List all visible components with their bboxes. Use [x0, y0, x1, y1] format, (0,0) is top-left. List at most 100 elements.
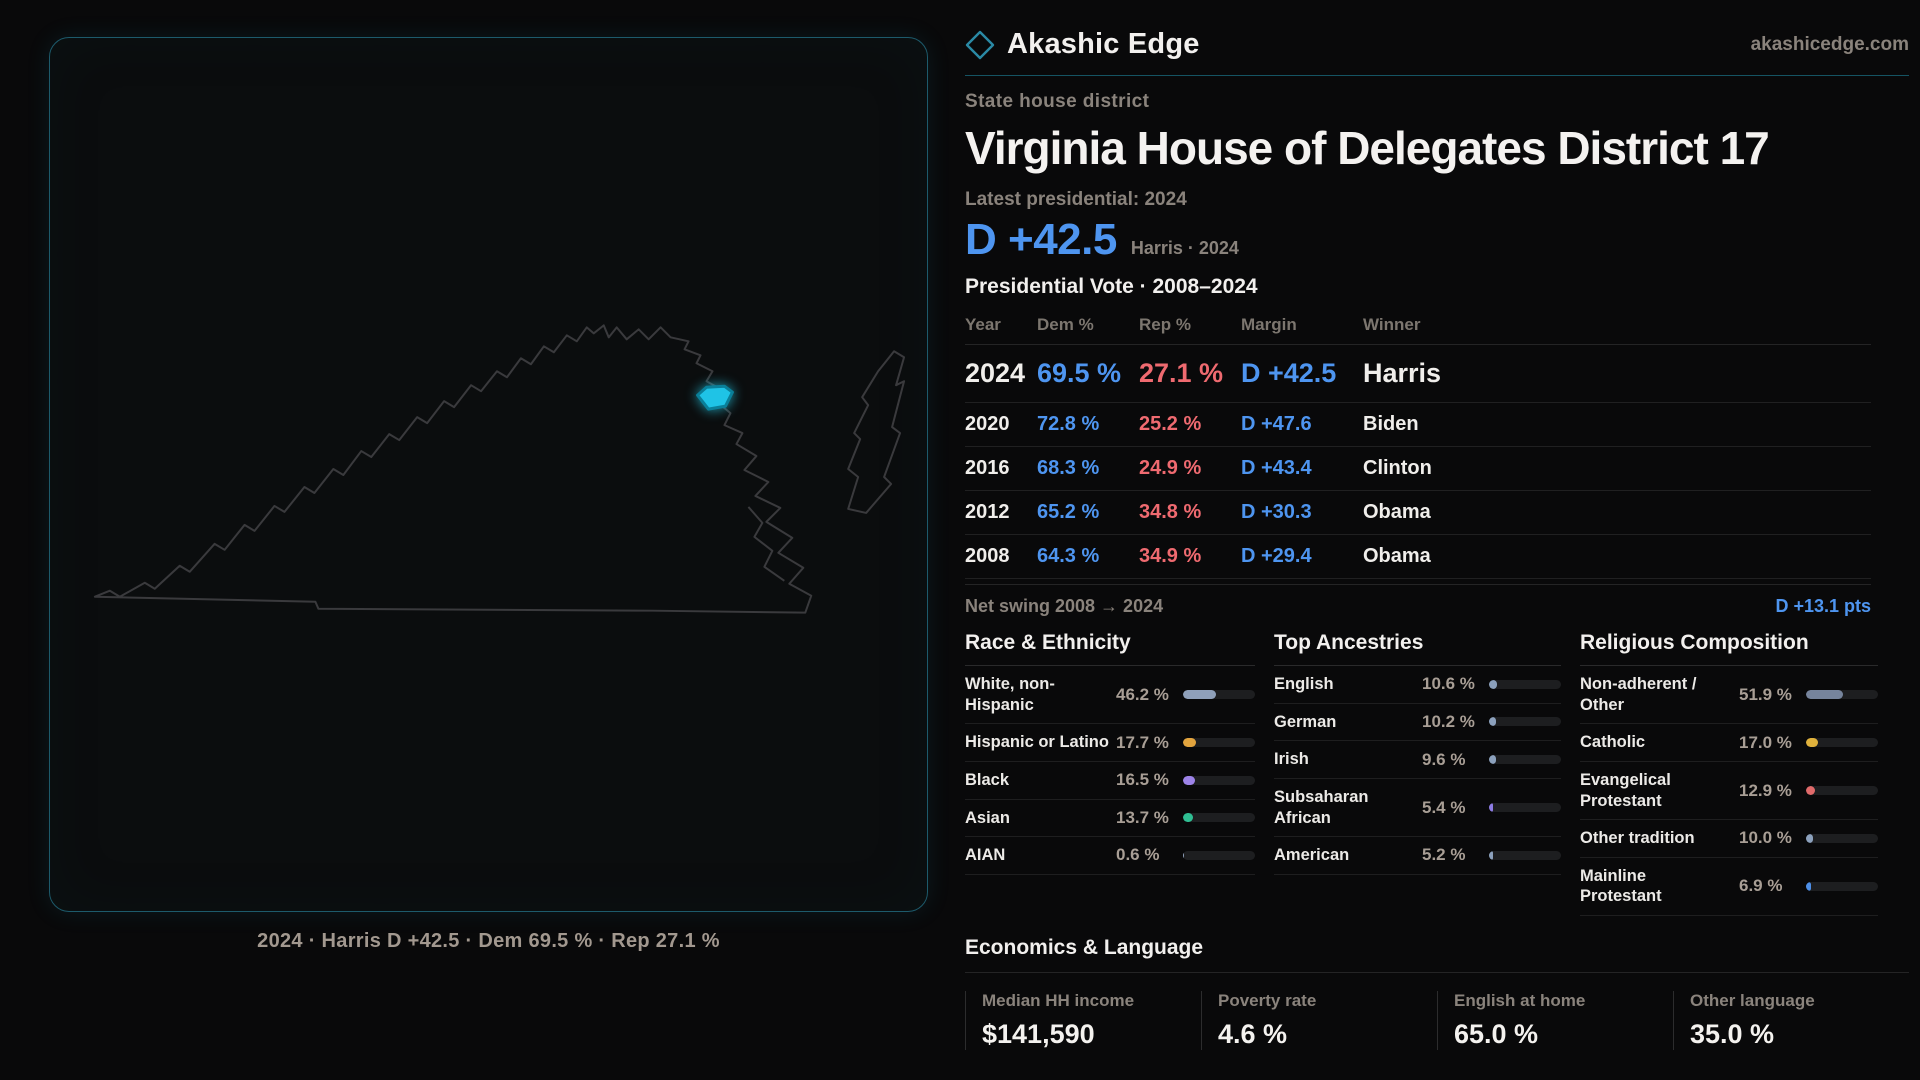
demo-row: Black 16.5 %: [965, 762, 1255, 800]
demo-value: 10.2 %: [1422, 711, 1475, 731]
col-margin: Margin: [1241, 315, 1297, 334]
demo-label: Black: [965, 770, 1010, 789]
headline-margin-value: D +42.5: [965, 215, 1117, 264]
demo-label: Evangelical Protestant: [1580, 770, 1671, 810]
demo-value: 46.2 %: [1116, 684, 1169, 704]
demo-value: 9.6 %: [1422, 749, 1466, 769]
net-swing-label: Net swing 2008 → 2024: [965, 596, 1164, 616]
bar-fill: [1806, 833, 1814, 843]
vote-row: 2016 68.3 % 24.9 % D +43.4 Clinton: [965, 447, 1871, 491]
bar-fill: [1489, 717, 1497, 727]
bar-track: [1489, 850, 1561, 860]
section-title: Race & Ethnicity: [965, 631, 1255, 666]
bar-fill: [1183, 813, 1193, 823]
cell-year: 2024: [965, 358, 1026, 388]
section-religion: Religious Composition Non-adherent / Oth…: [1580, 631, 1878, 916]
cell-rep: 34.9 %: [1139, 545, 1202, 567]
bar-fill: [1806, 881, 1811, 891]
bar-fill: [1183, 775, 1195, 785]
cell-margin: D +42.5: [1241, 358, 1337, 388]
demo-value: 13.7 %: [1116, 807, 1169, 827]
bar-track: [1806, 786, 1878, 795]
demo-value: 16.5 %: [1116, 770, 1169, 790]
cell-winner: Obama: [1363, 501, 1431, 523]
net-swing-row: Net swing 2008 → 2024 D +13.1 pts: [965, 584, 1871, 617]
cell-margin: D +29.4: [1241, 545, 1312, 567]
demographics-sections: Race & Ethnicity White, non-Hispanic 46.…: [965, 631, 1878, 916]
stat-value: $141,590: [982, 1019, 1095, 1049]
cell-year: 2016: [965, 457, 1010, 479]
cell-rep: 34.8 %: [1139, 501, 1202, 523]
demo-value: 0.6 %: [1116, 845, 1160, 865]
stat-label: Poverty rate: [1218, 991, 1317, 1010]
demo-label: Asian: [965, 808, 1010, 827]
stat-value: 65.0 %: [1454, 1019, 1539, 1049]
cell-winner: Obama: [1363, 545, 1431, 567]
net-swing-value: D +13.1 pts: [1775, 596, 1871, 616]
stat-english-at-home: English at home 65.0 %: [1437, 991, 1673, 1050]
demo-label: English: [1274, 675, 1334, 693]
vote-row: 2020 72.8 % 25.2 % D +47.6 Biden: [965, 403, 1871, 447]
cell-margin: D +43.4: [1241, 457, 1312, 479]
diamond-logo-icon: [965, 30, 995, 59]
brand-site-link[interactable]: akashicedge.com: [1750, 33, 1909, 55]
demo-row: Non-adherent / Other 51.9 %: [1580, 666, 1878, 725]
vote-table: Year Dem % Rep % Margin Winner 2024 69.5…: [965, 307, 1871, 579]
bar-track: [1489, 679, 1561, 689]
bar-track: [1489, 755, 1561, 765]
economics-title: Economics & Language: [965, 936, 1909, 973]
section-title: Religious Composition: [1580, 631, 1878, 666]
demo-row: Catholic 17.0 %: [1580, 724, 1878, 762]
stat-other-language: Other language 35.0 %: [1673, 991, 1909, 1050]
demo-label: German: [1274, 712, 1337, 731]
vote-row: 2024 69.5 % 27.1 % D +42.5 Harris: [965, 345, 1871, 403]
cell-dem: 72.8 %: [1037, 413, 1100, 435]
vote-table-header: Year Dem % Rep % Margin Winner: [965, 307, 1871, 345]
bar-track: [1806, 738, 1878, 748]
stat-value: 4.6 %: [1218, 1019, 1288, 1049]
eastern-shore-outline: [847, 350, 906, 514]
vote-row: 2008 64.3 % 34.9 % D +29.4 Obama: [965, 535, 1871, 579]
demo-row: White, non-Hispanic 46.2 %: [965, 666, 1255, 725]
demo-label: Subsaharan African: [1274, 787, 1369, 827]
bar-track: [1183, 775, 1255, 785]
demo-row: Mainline Protestant 6.9 %: [1580, 858, 1878, 916]
bar-track: [1183, 850, 1255, 860]
col-dem: Dem %: [1037, 315, 1094, 334]
district-17-highlight: [696, 384, 734, 411]
bar-fill: [1183, 690, 1217, 700]
virginia-outline: [93, 324, 813, 614]
demo-value: 6.9 %: [1739, 876, 1783, 896]
bar-fill: [1806, 690, 1844, 700]
col-rep: Rep %: [1139, 315, 1191, 334]
bar-track: [1489, 717, 1561, 727]
cell-winner: Biden: [1363, 413, 1419, 435]
kicker-label: State house district: [965, 91, 1150, 112]
cell-winner: Clinton: [1363, 457, 1432, 479]
cell-dem: 65.2 %: [1037, 501, 1100, 523]
bar-fill: [1489, 803, 1493, 812]
demo-value: 10.6 %: [1422, 674, 1475, 694]
cell-dem: 69.5 %: [1037, 358, 1122, 388]
bar-fill: [1183, 738, 1196, 748]
stat-label: Median HH income: [982, 991, 1135, 1010]
demo-value: 5.2 %: [1422, 845, 1466, 865]
vote-row: 2012 65.2 % 34.8 % D +30.3 Obama: [965, 491, 1871, 535]
cell-margin: D +30.3: [1241, 501, 1312, 523]
col-year: Year: [965, 315, 1001, 334]
demo-value: 17.7 %: [1116, 732, 1169, 752]
cell-dem: 64.3 %: [1037, 545, 1100, 567]
bar-track: [1183, 690, 1255, 700]
demo-label: Catholic: [1580, 733, 1646, 752]
stat-label: English at home: [1454, 991, 1586, 1010]
bar-track: [1806, 833, 1878, 843]
demo-row: Other tradition 10.0 %: [1580, 820, 1878, 858]
cell-dem: 68.3 %: [1037, 457, 1100, 479]
vote-table-title: Presidential Vote · 2008–2024: [965, 275, 1258, 298]
demo-row: Evangelical Protestant 12.9 %: [1580, 762, 1878, 821]
demo-value: 10.0 %: [1739, 828, 1792, 848]
demo-label: Other tradition: [1580, 829, 1695, 848]
demo-value: 5.4 %: [1422, 797, 1466, 817]
demo-row: English 10.6 %: [1274, 666, 1561, 704]
bar-fill: [1489, 679, 1497, 689]
